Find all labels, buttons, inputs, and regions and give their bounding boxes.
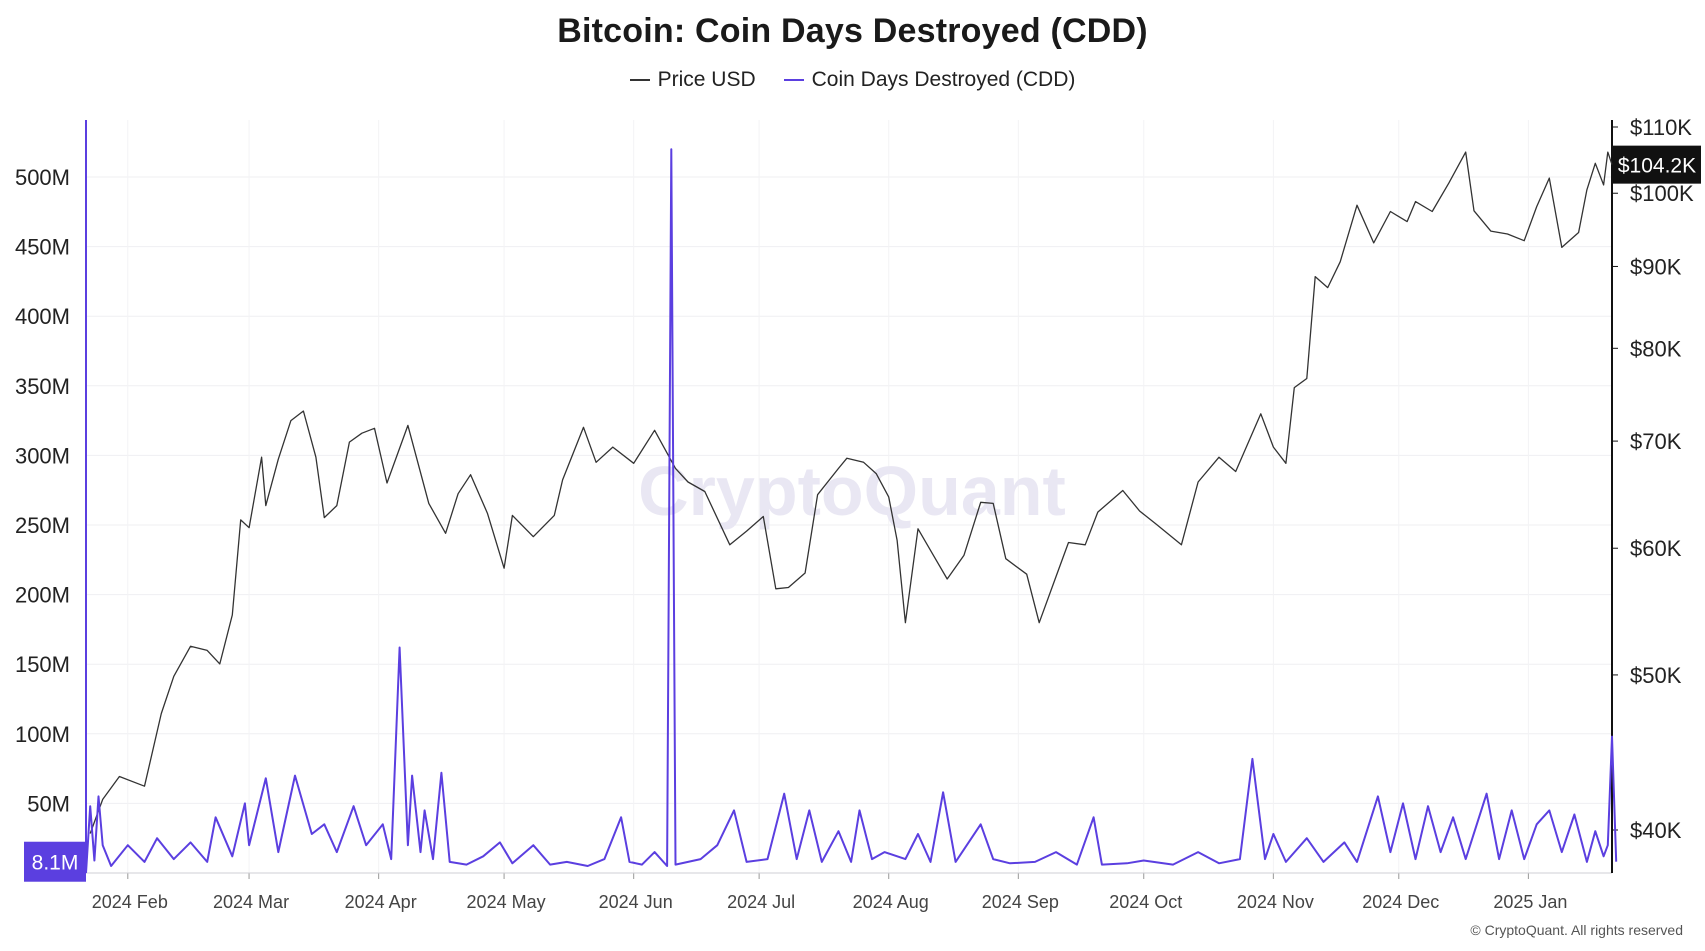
series-layer <box>85 148 1618 874</box>
x-tick-label: 2024 Nov <box>1237 892 1314 912</box>
cdd-line[interactable] <box>85 148 1618 874</box>
left-tick-label: 400M <box>15 304 70 329</box>
x-tick-label: 2024 Apr <box>345 892 417 912</box>
right-tick-label: $90K <box>1630 254 1682 279</box>
x-tick-label: 2024 Aug <box>853 892 929 912</box>
right-tick-label: $100K <box>1630 181 1694 206</box>
legend-item-price[interactable]: Price USD <box>629 68 756 92</box>
cdd-current-badge <box>24 841 86 882</box>
legend-label-cdd: Coin Days Destroyed (CDD) <box>811 68 1076 91</box>
cdd-current-value: 8.1M <box>32 852 79 875</box>
axis-labels: 50M 100M 150M 200M 250M 300M 350M 400M 450M 500M 2… <box>15 115 1701 912</box>
x-tick-label: 2024 Mar <box>213 892 289 912</box>
left-tick-label: 50M <box>27 791 70 816</box>
x-tick-label: 2024 Dec <box>1362 892 1439 912</box>
left-tick-label: 200M <box>15 583 70 608</box>
x-tick-label: 2024 Jun <box>599 892 673 912</box>
x-tick-label: 2024 Feb <box>92 892 168 912</box>
left-tick-label: 350M <box>15 374 70 399</box>
x-tick-label: 2024 May <box>467 892 546 912</box>
right-tick-label: $110K <box>1630 115 1692 140</box>
price-current-value: $104.2K <box>1618 155 1696 178</box>
chart-title: Bitcoin: Coin Days Destroyed (CDD) <box>557 12 1148 50</box>
watermark: CryptoQuant <box>638 452 1066 530</box>
right-tick-label: $70K <box>1630 429 1682 454</box>
left-tick-label: 450M <box>15 235 70 260</box>
x-tick-label: 2025 Jan <box>1493 892 1567 912</box>
right-tick-label: $50K <box>1630 663 1682 688</box>
copyright-text: © CryptoQuant. All rights reserved <box>1470 922 1683 938</box>
left-tick-label: 250M <box>15 513 70 538</box>
left-tick-label: 300M <box>15 443 70 468</box>
grid-lines <box>86 120 1612 873</box>
right-tick-label: $80K <box>1630 336 1682 361</box>
right-tick-label: $60K <box>1630 536 1682 561</box>
legend: Price USD Coin Days Destroyed (CDD) <box>0 68 1705 92</box>
legend-label-price: Price USD <box>657 68 756 91</box>
left-tick-label: 100M <box>15 722 70 747</box>
x-tick-label: 2024 Jul <box>727 892 795 912</box>
price-usd-line[interactable] <box>89 151 1613 834</box>
left-tick-label: 500M <box>15 165 70 190</box>
left-tick-label: 150M <box>15 652 70 677</box>
x-tick-label: 2024 Sep <box>982 892 1059 912</box>
x-tick-label: 2024 Oct <box>1109 892 1182 912</box>
price-current-badge <box>1613 145 1701 184</box>
legend-swatch-cdd <box>783 79 804 81</box>
right-tick-label: $40K <box>1630 818 1682 843</box>
legend-swatch-price <box>629 79 650 81</box>
legend-item-cdd[interactable]: Coin Days Destroyed (CDD) <box>783 68 1076 92</box>
